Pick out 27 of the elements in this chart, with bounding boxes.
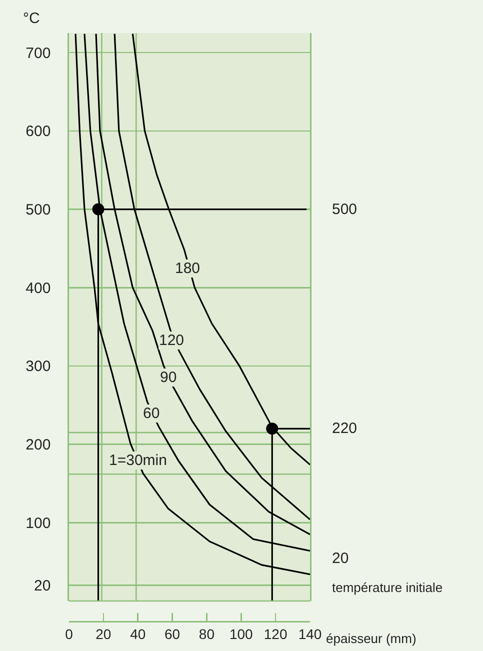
- annotation: 220: [332, 420, 358, 437]
- annotation: 120: [159, 332, 184, 349]
- x-tick-label: 60: [164, 626, 180, 642]
- x-tick-label: 140: [298, 626, 322, 642]
- y-axis-title: °C: [23, 10, 40, 27]
- y-tick-label: 100: [26, 514, 51, 532]
- text: 20: [332, 550, 349, 567]
- x-tick-label: 20: [96, 626, 112, 642]
- annotation: 60: [143, 405, 160, 422]
- x-tick-label: 100: [229, 626, 254, 642]
- x-axis-title: épaisseur (mm): [326, 631, 416, 646]
- y-tick-label: 200: [26, 436, 51, 454]
- y-tick-label: 500: [26, 202, 51, 219]
- text: température initiale: [332, 580, 443, 595]
- annotation: 500: [332, 201, 358, 218]
- y-tick-label: 700: [26, 44, 51, 62]
- annotation: 90: [160, 369, 177, 386]
- annotation: 180: [175, 260, 200, 277]
- x-tick-label: 80: [198, 626, 215, 642]
- annotation: 1=30min: [109, 452, 167, 469]
- y-tick-label: 400: [26, 280, 51, 297]
- y-tick-label: 300: [26, 358, 51, 376]
- x-tick-label: 40: [130, 626, 146, 642]
- x-tick-label: 0: [65, 626, 74, 642]
- x-tick-label: 120: [264, 626, 288, 642]
- y-tick-label: 20: [34, 578, 51, 595]
- y-tick-label: 600: [26, 123, 51, 140]
